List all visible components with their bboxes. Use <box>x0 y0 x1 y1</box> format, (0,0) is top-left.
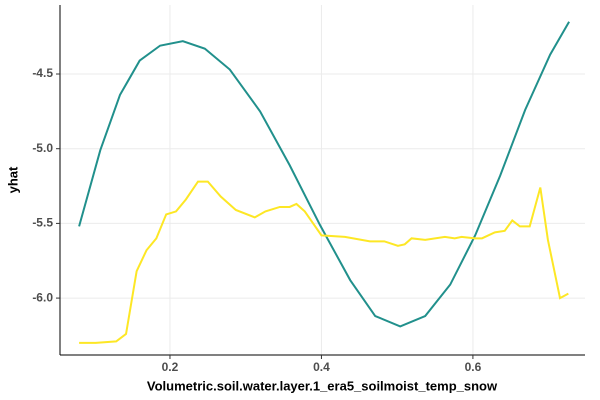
y-tick-label: -6.0 <box>32 290 53 304</box>
y-tick-label: -5.0 <box>32 141 53 155</box>
grid <box>60 5 585 355</box>
y-tick-label: -4.5 <box>32 66 53 80</box>
x-tick-label: 0.2 <box>162 360 179 374</box>
series-line <box>78 21 570 328</box>
panel <box>60 5 585 355</box>
x-tick-label: 0.6 <box>465 360 482 374</box>
x-tick-label: 0.4 <box>313 360 330 374</box>
y-axis-title: yhat <box>5 166 20 193</box>
y-tick-label: -5.5 <box>32 216 53 230</box>
x-axis-title: Volumetric.soil.water.layer.1_era5_soilm… <box>147 378 498 393</box>
series-line <box>79 180 569 344</box>
lines <box>78 21 570 344</box>
